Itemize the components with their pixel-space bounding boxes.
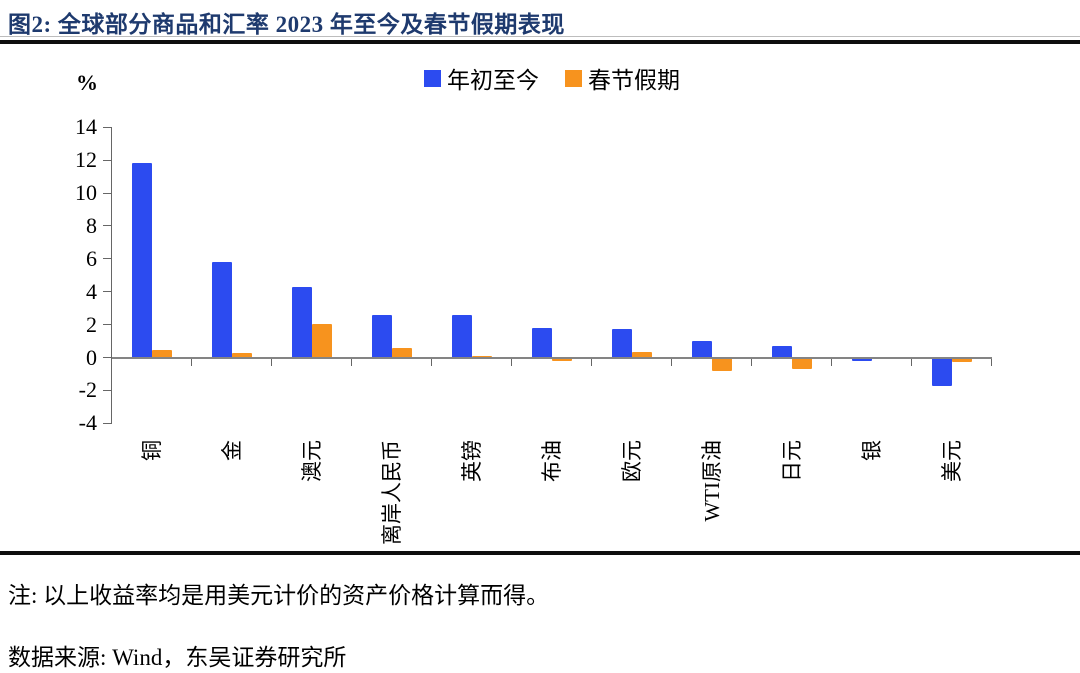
x-axis-label-银: 银 bbox=[860, 440, 884, 461]
figure-title: 图2: 全球部分商品和汇率 2023 年至今及春节假期表现 bbox=[8, 12, 565, 37]
y-axis-tick-label: 12 bbox=[75, 147, 97, 173]
y-axis-tick-label: 6 bbox=[86, 245, 97, 271]
y-axis-tick-label: 14 bbox=[75, 114, 97, 140]
x-axis-tick bbox=[751, 358, 752, 366]
title-divider-thick bbox=[0, 40, 1080, 44]
bar-ytd-银 bbox=[852, 357, 872, 361]
x-axis-label-英镑: 英镑 bbox=[460, 440, 484, 482]
x-axis-label-离岸人民币: 离岸人民币 bbox=[380, 440, 404, 545]
y-axis-tick-label: 0 bbox=[86, 344, 97, 370]
x-axis-label-铜: 铜 bbox=[140, 440, 164, 461]
legend-label-ytd: 年初至今 bbox=[447, 68, 539, 93]
bar-ytd-金 bbox=[212, 262, 232, 359]
bar-ytd-布油 bbox=[532, 327, 552, 359]
y-axis-tick bbox=[103, 389, 111, 391]
bar-ytd-美元 bbox=[932, 357, 952, 387]
bar-holiday-铜 bbox=[152, 349, 172, 359]
y-axis-tick bbox=[103, 159, 111, 161]
x-axis-tick bbox=[351, 358, 352, 366]
bar-holiday-离岸人民币 bbox=[392, 348, 412, 359]
chart-bottom-divider bbox=[0, 551, 1080, 555]
bar-holiday-金 bbox=[232, 353, 252, 359]
x-axis-tick bbox=[511, 358, 512, 366]
x-axis-tick bbox=[191, 358, 192, 366]
bar-ytd-铜 bbox=[132, 163, 152, 359]
y-axis-line bbox=[111, 127, 112, 424]
x-axis-tick bbox=[831, 358, 832, 366]
y-axis-tick bbox=[103, 422, 111, 424]
x-axis-tick bbox=[591, 358, 592, 366]
bar-ytd-WTI原油 bbox=[692, 340, 712, 359]
x-axis-tick bbox=[911, 358, 912, 366]
y-axis-tick bbox=[103, 192, 111, 194]
x-axis-label-布油: 布油 bbox=[540, 440, 564, 482]
bar-ytd-离岸人民币 bbox=[372, 314, 392, 359]
legend-label-holiday: 春节假期 bbox=[588, 68, 680, 93]
y-axis-tick bbox=[103, 225, 111, 227]
data-source: 数据来源: Wind，东吴证券研究所 bbox=[8, 645, 347, 670]
bar-holiday-WTI原油 bbox=[712, 357, 732, 371]
bar-holiday-澳元 bbox=[312, 324, 332, 359]
x-axis-tick bbox=[991, 358, 992, 366]
bar-ytd-英镑 bbox=[452, 314, 472, 359]
y-axis-tick-label: 2 bbox=[86, 311, 97, 337]
y-axis-tick-label: -4 bbox=[78, 410, 97, 436]
y-axis-tick-label: 10 bbox=[75, 180, 97, 206]
x-axis-label-日元: 日元 bbox=[780, 440, 804, 482]
x-axis-label-WTI原油: WTI原油 bbox=[700, 440, 724, 522]
legend-item-ytd: 年初至今 bbox=[424, 61, 539, 95]
bar-ytd-澳元 bbox=[292, 286, 312, 359]
x-axis-tick bbox=[671, 358, 672, 366]
x-axis-label-美元: 美元 bbox=[940, 440, 964, 482]
bar-holiday-欧元 bbox=[632, 352, 652, 359]
bar-ytd-欧元 bbox=[612, 329, 632, 359]
bar-ytd-日元 bbox=[772, 345, 792, 359]
y-axis-tick bbox=[103, 291, 111, 293]
bar-holiday-布油 bbox=[552, 357, 572, 361]
x-axis-label-澳元: 澳元 bbox=[300, 440, 324, 482]
title-divider-thin bbox=[0, 36, 1080, 37]
y-axis-tick-label: 4 bbox=[86, 278, 97, 304]
x-axis-tick bbox=[271, 358, 272, 366]
chart-legend: 年初至今 春节假期 bbox=[112, 61, 992, 95]
x-axis-label-金: 金 bbox=[220, 440, 244, 461]
legend-item-holiday: 春节假期 bbox=[565, 61, 680, 95]
y-axis-tick-label: 8 bbox=[86, 212, 97, 238]
y-axis-tick bbox=[103, 126, 111, 128]
y-axis-tick bbox=[103, 324, 111, 326]
y-axis-tick-label: -2 bbox=[78, 377, 97, 403]
y-axis-tick bbox=[103, 258, 111, 260]
bar-holiday-日元 bbox=[792, 357, 812, 369]
y-axis-tick bbox=[103, 357, 111, 358]
y-axis-unit-label: % bbox=[76, 70, 98, 95]
x-axis-tick bbox=[431, 358, 432, 366]
legend-swatch-holiday bbox=[565, 69, 582, 87]
legend-swatch-ytd bbox=[424, 69, 441, 87]
x-axis-label-欧元: 欧元 bbox=[620, 440, 644, 482]
bar-holiday-美元 bbox=[952, 357, 972, 362]
x-axis-zero-line bbox=[112, 356, 992, 359]
chart-note: 注: 以上收益率均是用美元计价的资产价格计算而得。 bbox=[8, 583, 550, 608]
